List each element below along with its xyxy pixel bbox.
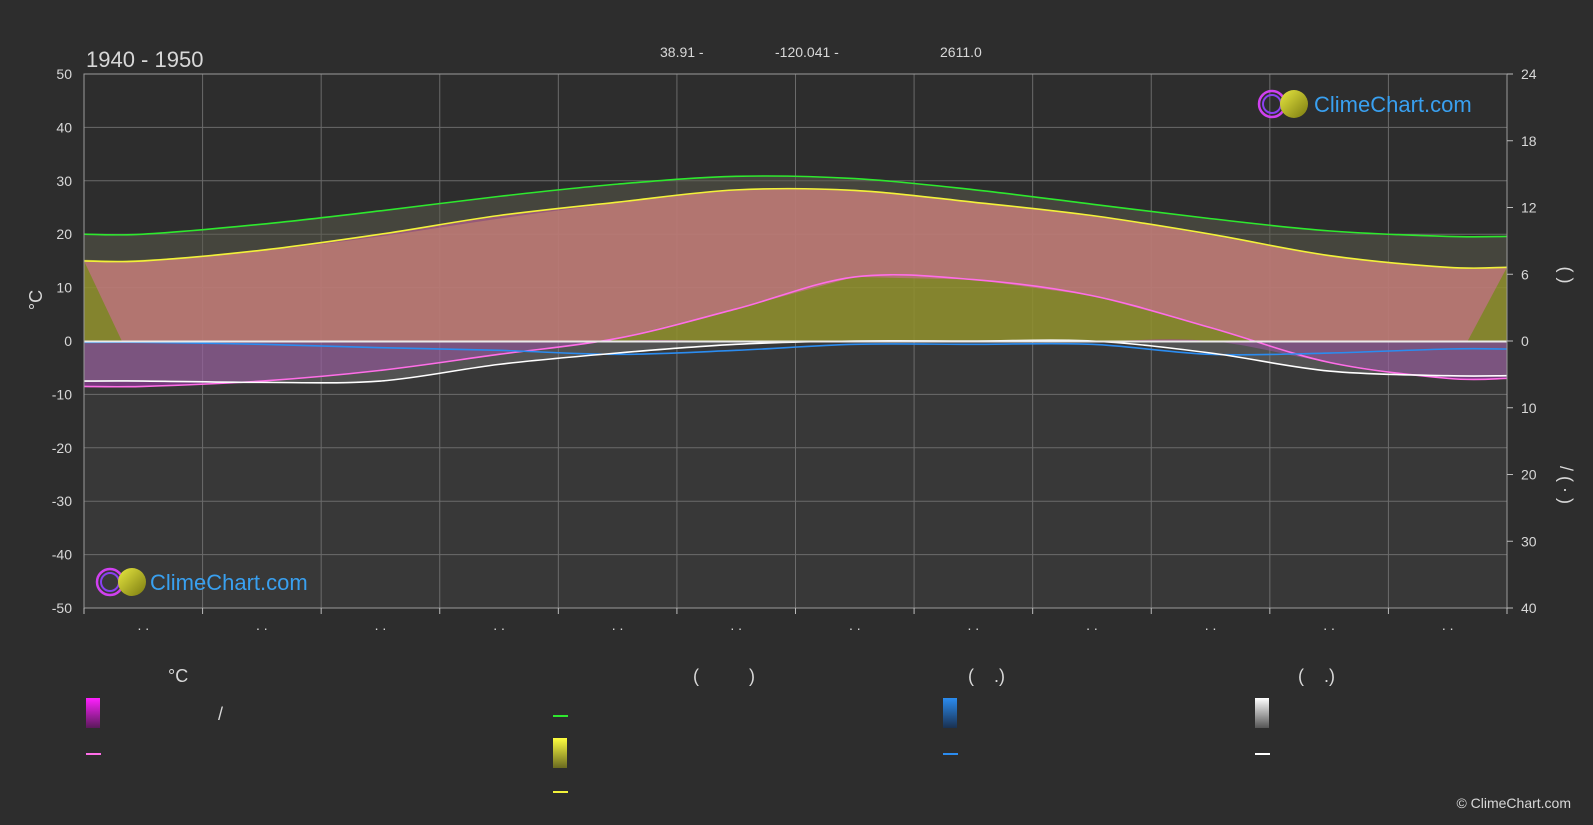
right-axis-bottom-label: / ( · ) — [1556, 466, 1576, 504]
period-title: 1940 - 1950 — [86, 47, 203, 72]
month-tick-label: . . — [493, 617, 505, 633]
right-axis-top-label: ( ) — [1556, 267, 1576, 284]
right-top-tick-label: 6 — [1521, 266, 1529, 282]
month-tick-label: . . — [256, 617, 268, 633]
elevation-text: 2611.0 — [940, 44, 982, 60]
month-tick-label: . . — [1205, 617, 1217, 633]
avg-max-temp-line — [83, 187, 1508, 269]
right-bottom-tick-label: 20 — [1521, 467, 1537, 483]
month-tick-label: . . — [1323, 617, 1335, 633]
data-fills — [84, 175, 1507, 608]
daylight-line — [83, 175, 1508, 238]
logo-top[interactable]: ClimeChart.com — [1257, 89, 1472, 119]
month-tick-label: . . — [730, 617, 742, 633]
precip-line — [83, 341, 1508, 356]
legend-slash: / — [218, 704, 224, 724]
left-tick-label: 50 — [56, 66, 72, 82]
logo-top-text: ClimeChart.com — [1314, 92, 1472, 117]
legend-frost-swatch — [86, 698, 100, 728]
temp-range-area — [84, 188, 1507, 341]
month-tick-label: . . — [1086, 617, 1098, 633]
latitude-text: 38.91 - — [660, 44, 704, 60]
axes: 50 40 30 20 10 0 -10 -20 -30 -40 -50 . . . . . . .… — [52, 66, 1537, 633]
right-bottom-tick-label: 30 — [1521, 533, 1537, 549]
legend-rain-header: ( .) — [968, 666, 1005, 686]
right-bottom-tick-label: 40 — [1521, 600, 1537, 616]
month-tick-label: . . — [137, 617, 149, 633]
logo-ring-inner-icon — [1262, 94, 1282, 114]
month-tick-label: . . — [1442, 617, 1454, 633]
left-tick-label: -30 — [52, 493, 72, 509]
left-tick-label: -20 — [52, 440, 72, 456]
frost-area — [84, 339, 1507, 387]
legend-snow-header: ( .) — [1298, 666, 1335, 686]
logo-bottom-text: ClimeChart.com — [150, 570, 308, 595]
copyright-text: © ClimeChart.com — [1456, 795, 1571, 811]
logo-bottom[interactable]: ClimeChart.com — [95, 567, 308, 597]
month-tick-label: . . — [968, 617, 980, 633]
left-tick-label: 0 — [64, 333, 72, 349]
month-tick-label: . . — [612, 617, 624, 633]
left-tick-label: -10 — [52, 386, 72, 402]
right-top-tick-label: 24 — [1521, 66, 1537, 82]
month-tick-label: . . — [375, 617, 387, 633]
month-tick-label: . . — [849, 617, 861, 633]
right-bottom-tick-label: 10 — [1521, 400, 1537, 416]
legend-rain-swatch — [943, 698, 957, 728]
left-tick-label: 40 — [56, 119, 72, 135]
legend-temp-header: °C — [168, 666, 189, 686]
legend-sun-header: ( ) — [693, 666, 755, 686]
legend-snow-swatch — [1255, 698, 1269, 728]
left-tick-label: 10 — [56, 280, 72, 296]
right-top-tick-label: 12 — [1521, 200, 1537, 216]
right-top-tick-label: 0 — [1521, 333, 1529, 349]
avg-min-temp-line — [83, 273, 1508, 388]
snow-shade — [84, 341, 1507, 608]
left-axis-label: °C — [26, 290, 46, 310]
longitude-text: -120.041 - — [775, 44, 839, 60]
snow-area — [84, 340, 1507, 383]
data-lines — [83, 175, 1508, 388]
plot-area — [83, 73, 1508, 609]
left-tick-label: -50 — [52, 600, 72, 616]
logo-globe-icon — [118, 568, 146, 596]
right-top-tick-label: 18 — [1521, 133, 1537, 149]
left-tick-label: -40 — [52, 547, 72, 563]
left-tick-label: 20 — [56, 226, 72, 242]
legend-sunshine-swatch — [553, 738, 567, 768]
left-tick-label: 30 — [56, 173, 72, 189]
logo-globe-icon — [1280, 90, 1308, 118]
